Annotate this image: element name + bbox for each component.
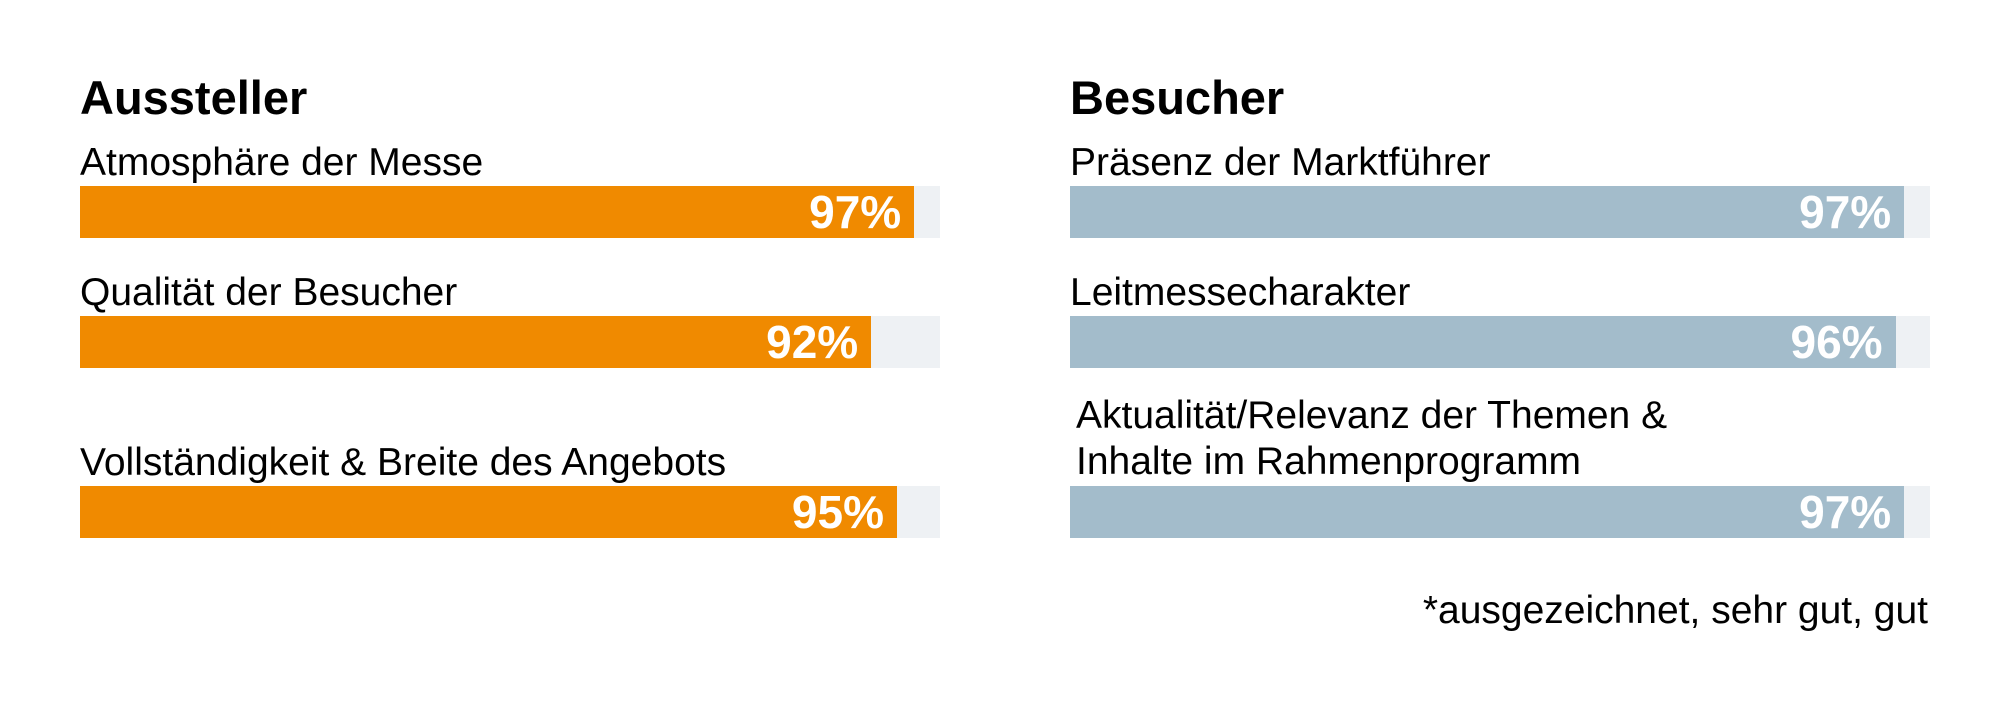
bar-label-line: Inhalte im Rahmenprogramm [1076,440,1582,483]
bar-value-label: 97% [1799,486,1892,538]
bar-value-label: 95% [791,486,884,538]
bar: 92% [80,316,872,368]
bar: 97% [1070,486,1905,538]
panel-title: Aussteller [80,71,308,124]
bar-track: 95% [80,486,940,538]
bar-label: Aktualität/Relevanz der Themen & Inhalte… [1076,393,1936,485]
bar-label-line: Aktualität/Relevanz der Themen & [1076,394,1668,437]
bar-track: 97% [80,186,940,238]
bar-track: 97% [1070,486,1930,538]
bar-label: Atmosphäre der Messe [80,141,484,184]
bar-value-label: 97% [809,186,902,238]
bar-label: Qualität der Besucher [80,271,458,314]
footnote: *ausgezeichnet, sehr gut, gut [1422,589,1928,632]
panel-title: Besucher [1070,71,1285,124]
bar: 97% [80,186,915,238]
bar-track: 96% [1070,316,1930,368]
bar-track: 92% [80,316,940,368]
bar-label: Leitmessecharakter [1070,271,1411,314]
bar-label: Vollständigkeit & Breite des Angebots [80,441,727,484]
bar-label: Präsenz der Marktführer [1070,141,1491,184]
bar: 95% [80,486,897,538]
bar-track: 97% [1070,186,1930,238]
bar-value-label: 97% [1799,186,1892,238]
bar-value-label: 96% [1790,316,1883,368]
bar: 96% [1070,316,1896,368]
bar: 97% [1070,186,1905,238]
bar-value-label: 92% [766,316,859,368]
